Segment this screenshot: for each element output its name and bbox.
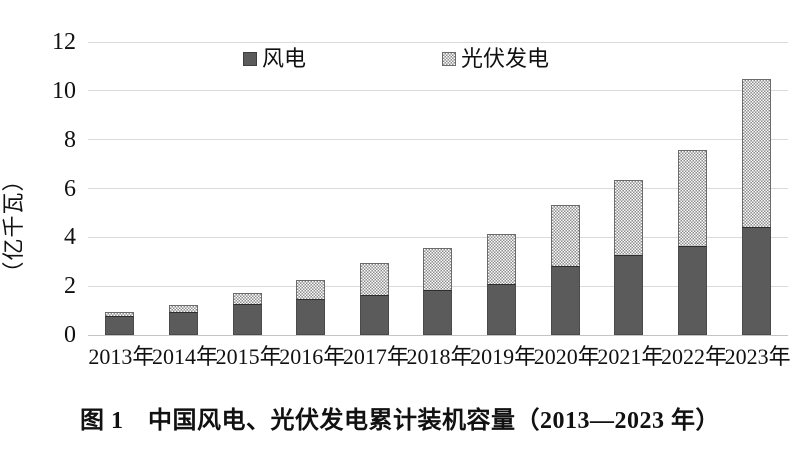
bar-segment-wind-2017年 — [359, 294, 389, 335]
bar-segment-solar-2018年 — [423, 247, 453, 291]
gridline-4 — [88, 236, 788, 238]
gridline-12 — [88, 41, 788, 43]
x-tick-label-2018年: 2018年 — [406, 344, 473, 369]
bar-2014年 — [168, 304, 198, 335]
bar-segment-wind-2015年 — [232, 303, 262, 335]
bar-segment-solar-2023年 — [741, 78, 771, 228]
figure-caption: 图 1 中国风电、光伏发电累计装机容量（2013—2023 年） — [80, 408, 720, 434]
gridline-6 — [88, 188, 788, 189]
y-tick-label-4: 4 — [64, 224, 76, 251]
bar-segment-solar-2022年 — [677, 149, 707, 246]
x-tick-label-2019年: 2019年 — [470, 344, 537, 369]
bar-segment-solar-2016年 — [296, 279, 326, 299]
legend-label-solar: 光伏发电 — [461, 46, 550, 71]
gridline-8 — [88, 139, 788, 141]
y-tick-label-12: 12 — [52, 29, 76, 55]
bar-segment-solar-2015年 — [232, 293, 262, 304]
bars-container — [88, 42, 788, 335]
bar-segment-solar-2020年 — [550, 204, 580, 267]
x-tick-label-2013年: 2013年 — [88, 344, 155, 369]
y-tick-label-2: 2 — [64, 273, 76, 300]
plot-area — [88, 41, 788, 336]
x-tick-label-2023年: 2023年 — [724, 344, 791, 369]
y-tick-label-8: 8 — [64, 126, 76, 153]
solar-swatch-icon — [442, 52, 457, 66]
bar-2022年 — [677, 149, 707, 335]
bar-segment-wind-2022年 — [677, 245, 707, 335]
bar-segment-solar-2017年 — [359, 263, 389, 295]
y-axis-tick-labels: 0 2 4 6 8 10 12 — [0, 30, 78, 347]
bar-2016年 — [296, 279, 326, 335]
bar-segment-wind-2020年 — [550, 266, 580, 335]
bar-2018年 — [423, 247, 453, 335]
x-tick-label-2021年: 2021年 — [597, 344, 664, 369]
bar-segment-solar-2014年 — [168, 304, 198, 312]
y-tick-label-0: 0 — [64, 322, 76, 348]
bar-2021年 — [614, 180, 644, 335]
x-axis-baseline — [88, 334, 788, 336]
y-tick-label-6: 6 — [64, 175, 76, 202]
x-axis-labels: 2013年 2014年 2015年 2016年 2017年 2018年 2019年 2020年… — [88, 343, 791, 371]
wind-swatch-icon — [243, 52, 257, 66]
legend-item-wind: 风电 — [243, 48, 306, 70]
bar-segment-solar-2019年 — [487, 233, 517, 284]
gridline-10 — [88, 90, 788, 92]
bar-segment-wind-2018年 — [423, 290, 453, 335]
bar-2017年 — [359, 263, 389, 335]
bar-segment-wind-2019年 — [487, 283, 517, 335]
bar-2020年 — [550, 204, 580, 335]
y-tick-label-10: 10 — [52, 77, 76, 104]
x-tick-label-2016年: 2016年 — [279, 344, 346, 369]
bar-segment-wind-2014年 — [168, 311, 198, 335]
bar-2023年 — [741, 78, 771, 335]
bar-segment-wind-2013年 — [105, 316, 135, 335]
bar-segment-solar-2013年 — [105, 311, 135, 317]
chart-legend: 风电 光伏发电 — [243, 48, 549, 70]
bar-2015年 — [232, 293, 262, 335]
bar-segment-wind-2021年 — [614, 254, 644, 335]
bar-segment-wind-2023年 — [741, 227, 771, 335]
x-tick-label-2020年: 2020年 — [533, 344, 600, 369]
x-tick-label-2017年: 2017年 — [342, 344, 409, 369]
x-tick-label-2015年: 2015年 — [215, 344, 282, 369]
x-tick-label-2014年: 2014年 — [151, 344, 218, 369]
bar-segment-wind-2016年 — [296, 298, 326, 335]
bar-2013年 — [105, 311, 135, 335]
x-tick-label-2022年: 2022年 — [660, 344, 727, 369]
bar-2019年 — [487, 233, 517, 335]
legend-item-solar: 光伏发电 — [442, 48, 549, 70]
legend-label-wind: 风电 — [262, 46, 307, 71]
bar-segment-solar-2021年 — [614, 180, 644, 255]
